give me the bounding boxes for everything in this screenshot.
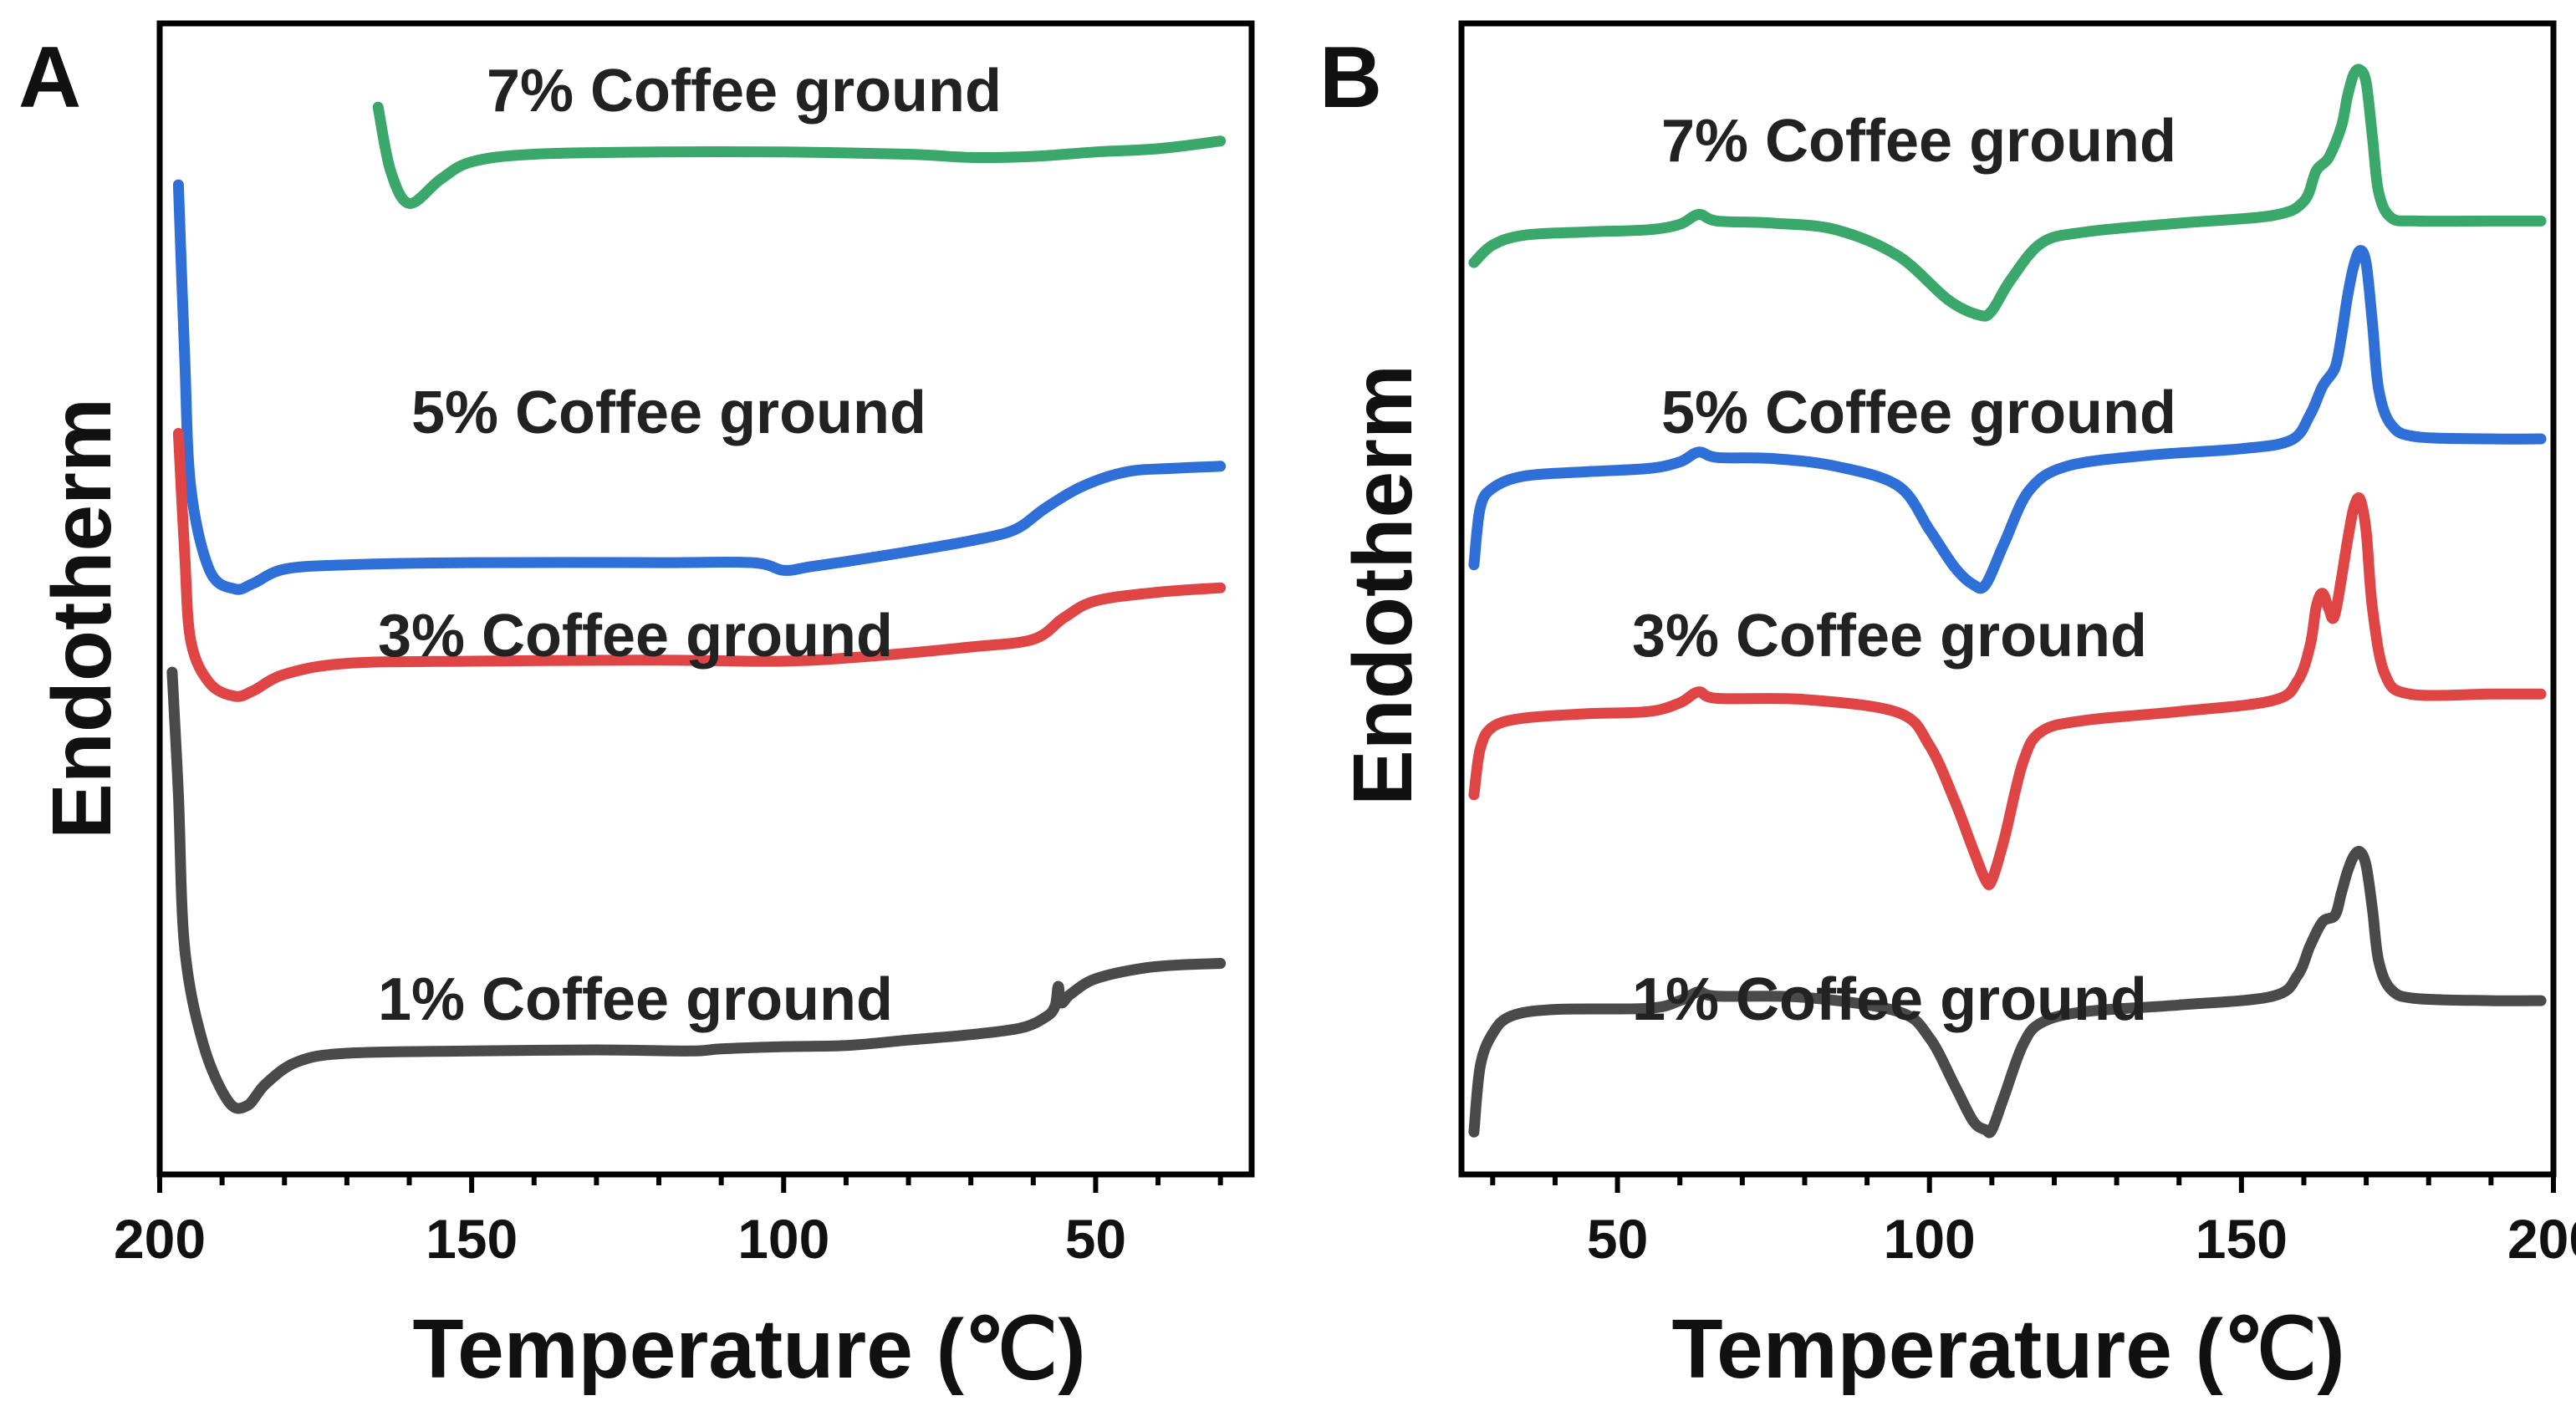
a-x-tick-label-100: 100 — [737, 1208, 829, 1270]
a-series-5pct-curve — [172, 179, 1227, 595]
b-x-tick-label-200: 200 — [2507, 1208, 2576, 1270]
panel-b-plot-frame — [1458, 20, 2557, 1178]
a-label-7pct: 7% Coffee ground — [487, 58, 1002, 125]
panel-a: A Endotherm Temperature (℃) 200 150 100 50 … — [18, 20, 1255, 1396]
panel-a-y-axis-title: Endotherm — [35, 398, 129, 839]
panel-a-x-ticks: 200 150 100 50 — [114, 1174, 1223, 1270]
panel-b: B Endotherm Temperature (℃) 50100150200 … — [1319, 20, 2576, 1396]
panel-b-x-axis-title: Temperature (℃) — [1671, 1302, 2344, 1396]
panel-b-curve-labels: 7% Coffee ground 5% Coffee ground 3% Cof… — [1632, 108, 2176, 1033]
a-series-1pct-curve — [166, 666, 1227, 1114]
b-series-7pct-curve — [1468, 64, 2547, 322]
b-x-tick-label-100: 100 — [1884, 1208, 1976, 1270]
b-label-7pct: 7% Coffee ground — [1661, 108, 2176, 175]
b-label-1pct: 1% Coffee ground — [1632, 966, 2147, 1033]
panel-a-curve-labels: 7% Coffee ground 5% Coffee ground 3% Cof… — [378, 58, 1002, 1033]
panel-b-y-axis-title: Endotherm — [1336, 364, 1430, 806]
panel-a-x-axis-title: Temperature (℃) — [412, 1302, 1085, 1396]
b-series-5pct-curve — [1468, 245, 2547, 594]
a-x-tick-label-150: 150 — [426, 1208, 518, 1270]
panel-b-x-ticks: 50 100 150 200 — [1490, 1174, 2576, 1270]
panel-b-curves — [1468, 64, 2547, 1138]
b-x-tick-label-150: 150 — [2196, 1208, 2288, 1270]
b-x-tick-label-50: 50 — [1587, 1208, 1648, 1270]
a-x-tick-label-50: 50 — [1065, 1208, 1126, 1270]
a-label-1pct: 1% Coffee ground — [378, 966, 893, 1033]
panel-a-curves — [166, 101, 1227, 1114]
b-label-5pct: 5% Coffee ground — [1661, 379, 2176, 446]
a-label-3pct: 3% Coffee ground — [378, 603, 893, 670]
a-series-3pct-curve — [172, 428, 1227, 702]
panel-a-letter: A — [18, 29, 81, 126]
panel-b-letter: B — [1319, 29, 1382, 126]
panel-a-plot-frame — [156, 20, 1255, 1178]
a-label-5pct: 5% Coffee ground — [411, 379, 926, 446]
b-label-3pct: 3% Coffee ground — [1632, 603, 2147, 670]
b-series-3pct-curve — [1468, 492, 2547, 890]
a-x-tick-label-200: 200 — [114, 1208, 206, 1270]
b-series-1pct-curve — [1468, 845, 2547, 1138]
a-series-7pct-curve — [372, 101, 1227, 209]
